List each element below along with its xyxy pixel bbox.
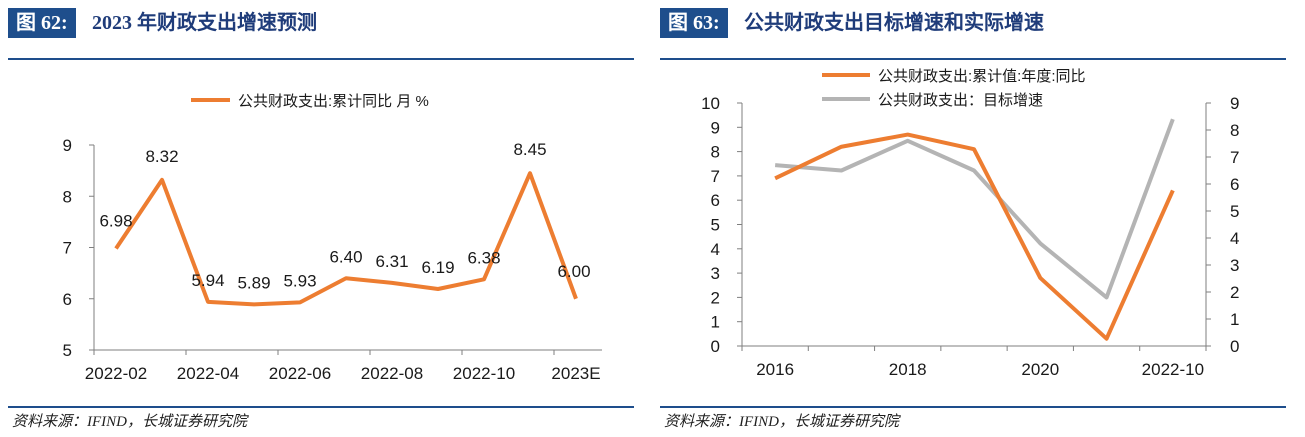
left-y-tick-label: 5 xyxy=(711,216,720,235)
left-source-note: 资料来源：IFIND，长城证券研究院 xyxy=(12,414,247,430)
right-y-tick-label: 0 xyxy=(1230,337,1239,356)
left-figure-header: 图 62: 2023 年财政支出增速预测 xyxy=(8,8,636,38)
left-line-chart: 5 6 7 8 9 2022-02 2022-04 2022-06 2022-08 2022-10… xyxy=(63,93,602,383)
x-tick-label: 2022-06 xyxy=(269,364,331,383)
left-top-rule xyxy=(8,58,634,60)
data-label: 6.98 xyxy=(99,212,132,231)
left-y-tick-label: 3 xyxy=(711,264,720,283)
x-tick-label: 2022-10 xyxy=(1142,360,1204,379)
legend-label: 公共财政支出:累计同比 月 % xyxy=(238,93,429,110)
right-source-note: 资料来源：IFIND，长城证券研究院 xyxy=(664,414,899,430)
data-label: 6.19 xyxy=(421,258,454,277)
x-tick-label: 2022-08 xyxy=(361,364,423,383)
x-tick-label: 2022-10 xyxy=(453,364,515,383)
x-tick-label: 2022-04 xyxy=(177,364,239,383)
x-tick-label: 2016 xyxy=(756,360,794,379)
data-label: 5.94 xyxy=(191,271,224,290)
left-y-tick-label: 2 xyxy=(711,288,720,307)
right-y-tick-label: 8 xyxy=(1230,121,1239,140)
x-tick-label: 2022-02 xyxy=(85,364,147,383)
right-figure-header: 图 63: 公共财政支出目标增速和实际增速 xyxy=(660,8,1288,38)
right-figure-panel: 图 63: 公共财政支出目标增速和实际增速 0 1 2 3 4 5 6 7 8 9 10 0 1 2 3 4 5… xyxy=(660,0,1288,437)
left-y-tick-label: 4 xyxy=(711,240,720,259)
data-label: 8.45 xyxy=(513,140,546,159)
series-line-target-growth xyxy=(774,118,1175,300)
right-bottom-rule xyxy=(660,406,1286,408)
y-tick-label: 8 xyxy=(63,187,72,206)
left-figure-title: 2023 年财政支出增速预测 xyxy=(92,12,317,34)
right-top-rule xyxy=(660,58,1286,60)
right-y-tick-label: 1 xyxy=(1230,310,1239,329)
x-tick-label: 2018 xyxy=(889,360,927,379)
right-figure-title: 公共财政支出目标增速和实际增速 xyxy=(744,12,1044,34)
x-tick-label: 2023E xyxy=(551,364,600,383)
data-label: 8.32 xyxy=(145,147,178,166)
data-label: 6.38 xyxy=(467,248,500,267)
left-y-tick-label: 6 xyxy=(711,191,720,210)
right-line-chart: 0 1 2 3 4 5 6 7 8 9 10 0 1 2 3 4 5 6 7 8 9 2016 2018 2020 2022-1… xyxy=(701,68,1239,379)
legend-label-actual: 公共财政支出:累计值:年度:同比 xyxy=(878,68,1086,85)
x-tick-label: 2020 xyxy=(1021,360,1059,379)
data-label: 6.00 xyxy=(557,262,590,281)
legend-label-target: 公共财政支出：目标增速 xyxy=(878,92,1043,109)
series-line-actual-growth xyxy=(774,132,1175,341)
right-y-tick-label: 4 xyxy=(1230,229,1239,248)
data-label: 5.89 xyxy=(237,273,270,292)
y-tick-label: 9 xyxy=(63,136,72,155)
left-y-tick-label: 9 xyxy=(711,118,720,137)
left-y-tick-label: 7 xyxy=(711,167,720,186)
right-y-tick-label: 5 xyxy=(1230,202,1239,221)
y-tick-label: 6 xyxy=(63,290,72,309)
left-y-tick-label: 10 xyxy=(701,94,720,113)
left-figure-panel: 图 62: 2023 年财政支出增速预测 5 6 7 8 9 2022-02 2022-04… xyxy=(8,0,636,437)
left-y-tick-label: 0 xyxy=(711,337,720,356)
left-bottom-rule xyxy=(8,406,634,408)
right-figure-tag: 图 63: xyxy=(660,8,728,38)
right-y-tick-label: 6 xyxy=(1230,175,1239,194)
y-tick-label: 5 xyxy=(63,341,72,360)
y-tick-label: 7 xyxy=(63,239,72,258)
right-y-tick-label: 9 xyxy=(1230,94,1239,113)
data-label: 6.40 xyxy=(329,247,362,266)
right-y-tick-label: 7 xyxy=(1230,148,1239,167)
series-line-monthly-growth xyxy=(114,171,578,307)
left-figure-tag: 图 62: xyxy=(8,8,76,38)
left-y-tick-label: 1 xyxy=(711,313,720,332)
left-y-tick-label: 8 xyxy=(711,143,720,162)
right-y-tick-label: 3 xyxy=(1230,256,1239,275)
data-label: 6.31 xyxy=(375,252,408,271)
data-label: 5.93 xyxy=(283,271,316,290)
right-y-tick-label: 2 xyxy=(1230,283,1239,302)
